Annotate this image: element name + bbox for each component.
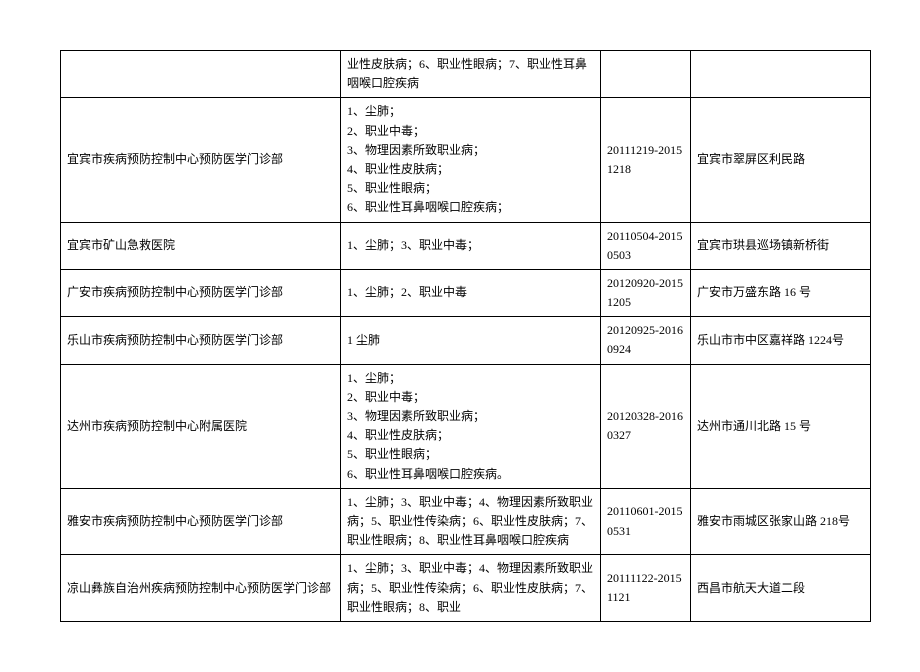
cell-scope: 1、尘肺；2、职业中毒；3、物理因素所致职业病；4、职业性皮肤病；5、职业性眼病… [341, 98, 601, 222]
cell-scope: 1 尘肺 [341, 317, 601, 364]
cell-scope: 业性皮肤病；6、职业性眼病；7、职业性耳鼻咽喉口腔疾病 [341, 51, 601, 98]
cell-address: 西昌市航天大道二段 [691, 555, 871, 622]
cell-name: 宜宾市疾病预防控制中心预防医学门诊部 [61, 98, 341, 222]
table-body: 业性皮肤病；6、职业性眼病；7、职业性耳鼻咽喉口腔疾病宜宾市疾病预防控制中心预防… [61, 51, 871, 622]
cell-name: 雅安市疾病预防控制中心预防医学门诊部 [61, 488, 341, 555]
cell-date: 20110504-20150503 [601, 222, 691, 269]
cell-date: 20111219-20151218 [601, 98, 691, 222]
cell-name: 广安市疾病预防控制中心预防医学门诊部 [61, 269, 341, 316]
table-row: 业性皮肤病；6、职业性眼病；7、职业性耳鼻咽喉口腔疾病 [61, 51, 871, 98]
table-row: 广安市疾病预防控制中心预防医学门诊部1、尘肺；2、职业中毒20120920-20… [61, 269, 871, 316]
cell-address: 宜宾市珙县巡场镇新桥街 [691, 222, 871, 269]
data-table: 业性皮肤病；6、职业性眼病；7、职业性耳鼻咽喉口腔疾病宜宾市疾病预防控制中心预防… [60, 50, 871, 622]
cell-name: 达州市疾病预防控制中心附属医院 [61, 364, 341, 488]
table-row: 宜宾市矿山急救医院1、尘肺；3、职业中毒；20110504-20150503宜宾… [61, 222, 871, 269]
cell-date: 20120925-20160924 [601, 317, 691, 364]
cell-date [601, 51, 691, 98]
cell-date: 20110601-20150531 [601, 488, 691, 555]
cell-scope: 1、尘肺；2、职业中毒 [341, 269, 601, 316]
table-row: 乐山市疾病预防控制中心预防医学门诊部1 尘肺20120925-20160924乐… [61, 317, 871, 364]
cell-name: 宜宾市矿山急救医院 [61, 222, 341, 269]
cell-name: 乐山市疾病预防控制中心预防医学门诊部 [61, 317, 341, 364]
cell-scope: 1、尘肺；3、职业中毒； [341, 222, 601, 269]
table-row: 达州市疾病预防控制中心附属医院1、尘肺；2、职业中毒；3、物理因素所致职业病；4… [61, 364, 871, 488]
cell-name [61, 51, 341, 98]
cell-address: 宜宾市翠屏区利民路 [691, 98, 871, 222]
cell-date: 20111122-20151121 [601, 555, 691, 622]
table-row: 雅安市疾病预防控制中心预防医学门诊部1、尘肺；3、职业中毒；4、物理因素所致职业… [61, 488, 871, 555]
cell-address: 达州市通川北路 15 号 [691, 364, 871, 488]
cell-address: 广安市万盛东路 16 号 [691, 269, 871, 316]
cell-date: 20120328-20160327 [601, 364, 691, 488]
cell-date: 20120920-20151205 [601, 269, 691, 316]
cell-name: 凉山彝族自治州疾病预防控制中心预防医学门诊部 [61, 555, 341, 622]
table-row: 宜宾市疾病预防控制中心预防医学门诊部1、尘肺；2、职业中毒；3、物理因素所致职业… [61, 98, 871, 222]
cell-address: 乐山市市中区嘉祥路 1224号 [691, 317, 871, 364]
table-row: 凉山彝族自治州疾病预防控制中心预防医学门诊部1、尘肺；3、职业中毒；4、物理因素… [61, 555, 871, 622]
cell-address: 雅安市雨城区张家山路 218号 [691, 488, 871, 555]
cell-scope: 1、尘肺；3、职业中毒；4、物理因素所致职业病；5、职业性传染病；6、职业性皮肤… [341, 488, 601, 555]
cell-address [691, 51, 871, 98]
cell-scope: 1、尘肺；2、职业中毒；3、物理因素所致职业病；4、职业性皮肤病；5、职业性眼病… [341, 364, 601, 488]
cell-scope: 1、尘肺；3、职业中毒；4、物理因素所致职业病；5、职业性传染病；6、职业性皮肤… [341, 555, 601, 622]
